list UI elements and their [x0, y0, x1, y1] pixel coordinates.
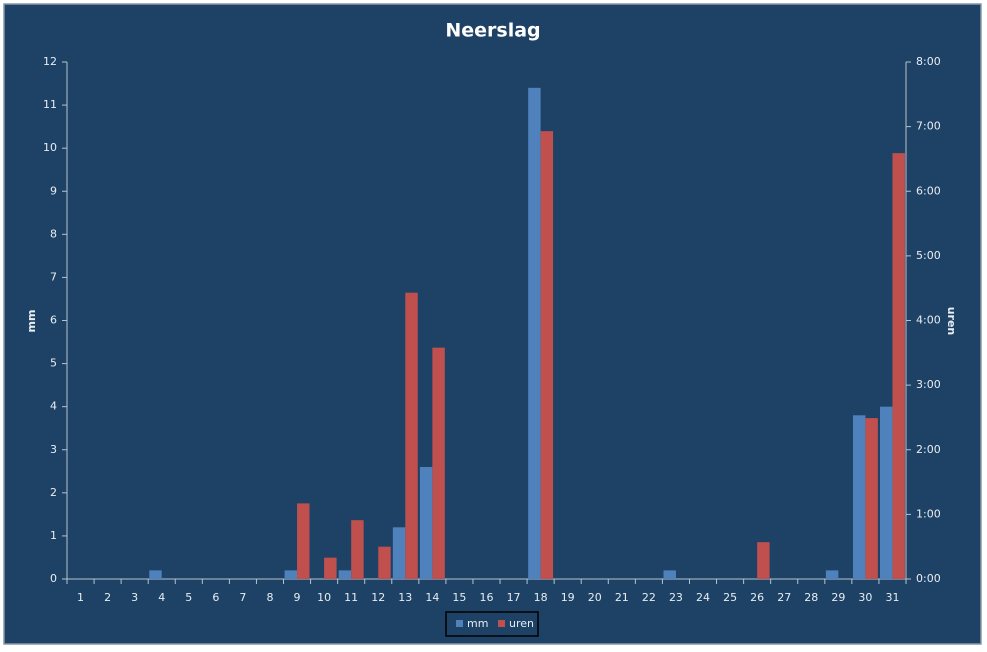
bar — [432, 347, 445, 579]
bar — [540, 131, 554, 579]
y2-tick-label: 1:00 — [916, 507, 941, 520]
legend-swatch — [456, 620, 463, 627]
x-tick-label: 9 — [294, 591, 301, 604]
bar — [405, 292, 418, 579]
bar — [757, 542, 770, 579]
x-tick-label: 27 — [777, 591, 791, 604]
x-tick-label: 1 — [77, 591, 84, 604]
x-tick-label: 6 — [212, 591, 219, 604]
legend-label: mm — [467, 617, 488, 630]
bar — [284, 570, 298, 579]
legend-label: uren — [509, 617, 534, 630]
x-tick-label: 11 — [344, 591, 358, 604]
y-tick-label: 0 — [50, 572, 57, 585]
x-tick-label: 16 — [480, 591, 494, 604]
bar — [351, 520, 364, 579]
x-tick-label: 29 — [831, 591, 845, 604]
bar — [149, 570, 162, 579]
y2-tick-label: 4:00 — [916, 314, 941, 327]
bar — [892, 153, 905, 579]
x-tick-label: 15 — [452, 591, 466, 604]
x-tick-label: 5 — [185, 591, 192, 604]
x-tick-label: 4 — [158, 591, 165, 604]
y-tick-label: 10 — [43, 141, 57, 154]
y-tick-label: 8 — [50, 227, 57, 240]
x-tick-label: 23 — [669, 591, 683, 604]
bar — [419, 466, 433, 579]
bar — [378, 546, 391, 579]
x-tick-label: 17 — [507, 591, 521, 604]
y-axis-title: mm — [25, 310, 38, 333]
y2-tick-label: 2:00 — [916, 443, 941, 456]
bar — [852, 415, 866, 579]
x-tick-label: 13 — [398, 591, 412, 604]
bar — [324, 557, 337, 579]
x-tick-label: 31 — [885, 591, 899, 604]
bar — [825, 570, 839, 579]
x-tick-label: 22 — [642, 591, 656, 604]
x-tick-label: 7 — [239, 591, 246, 604]
y-tick-label: 11 — [43, 98, 57, 111]
y-tick-label: 5 — [50, 357, 57, 370]
y2-tick-label: 0:00 — [916, 572, 941, 585]
bar — [528, 87, 541, 579]
x-tick-label: 20 — [588, 591, 602, 604]
chart-title: Neerslag — [445, 20, 540, 42]
x-tick-label: 2 — [104, 591, 111, 604]
x-tick-label: 19 — [561, 591, 575, 604]
legend-swatch — [498, 620, 505, 627]
x-tick-label: 3 — [131, 591, 138, 604]
x-tick-label: 8 — [266, 591, 273, 604]
y2-tick-label: 8:00 — [916, 55, 941, 68]
y-tick-label: 6 — [50, 314, 57, 327]
x-tick-label: 28 — [804, 591, 818, 604]
x-tick-label: 24 — [696, 591, 710, 604]
bar — [338, 570, 352, 579]
y-tick-label: 7 — [50, 270, 57, 283]
x-tick-label: 18 — [534, 591, 548, 604]
y2-axis-title: uren — [945, 307, 958, 336]
chart-background — [3, 3, 982, 645]
y-tick-label: 2 — [50, 486, 57, 499]
x-tick-label: 30 — [858, 591, 872, 604]
y-tick-label: 4 — [50, 400, 57, 413]
y2-tick-label: 6:00 — [916, 184, 941, 197]
bar — [297, 503, 310, 579]
y-tick-label: 9 — [50, 184, 57, 197]
y2-tick-label: 7:00 — [916, 120, 941, 133]
bar — [865, 418, 878, 579]
y-tick-label: 3 — [50, 443, 57, 456]
y-tick-label: 1 — [50, 529, 57, 542]
x-tick-label: 10 — [317, 591, 331, 604]
y-tick-label: 12 — [43, 55, 57, 68]
x-tick-label: 12 — [371, 591, 385, 604]
y2-tick-label: 3:00 — [916, 378, 941, 391]
x-tick-label: 21 — [615, 591, 629, 604]
bar — [663, 570, 676, 579]
bar — [880, 406, 893, 579]
x-tick-label: 26 — [750, 591, 764, 604]
x-tick-label: 14 — [425, 591, 439, 604]
x-tick-label: 25 — [723, 591, 737, 604]
y2-tick-label: 5:00 — [916, 249, 941, 262]
bar — [392, 527, 406, 579]
